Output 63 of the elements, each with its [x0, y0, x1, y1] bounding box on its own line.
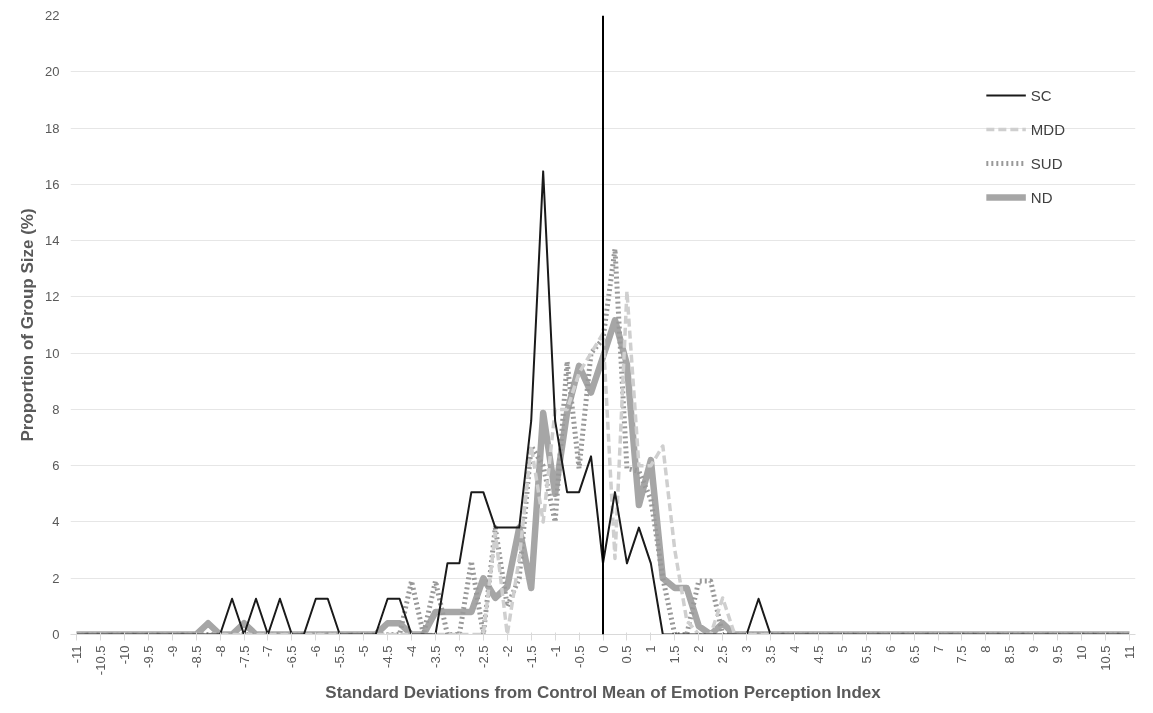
x-tick-label: -5.5 [332, 645, 348, 668]
x-tick-label: -1 [547, 645, 563, 658]
y-tick-label: 20 [45, 64, 60, 80]
y-tick-label: 8 [52, 401, 60, 417]
x-tick-label: -0.5 [571, 645, 587, 668]
x-tick-label: 4.5 [810, 645, 826, 664]
y-tick-label: 0 [52, 627, 60, 642]
x-tick-label: -9.5 [140, 645, 156, 668]
x-tick-label: 2 [691, 645, 707, 653]
x-tick-label: -1.5 [523, 645, 539, 668]
x-tick-label: 6 [882, 645, 898, 653]
x-tick-label: -10.5 [92, 645, 108, 676]
x-tick-label: 10.5 [1098, 645, 1114, 671]
x-tick-label: 8 [978, 645, 994, 653]
x-tick-label: -3 [451, 645, 467, 658]
x-tick-label: 8.5 [1002, 645, 1018, 664]
legend-label: ND [1030, 188, 1053, 206]
x-tick-label: 11 [1122, 645, 1138, 659]
x-tick-label: -4.5 [380, 645, 396, 668]
y-tick-label: 14 [45, 233, 60, 249]
x-tick-label: -7.5 [236, 645, 252, 668]
x-tick-label: -3.5 [427, 645, 443, 668]
x-tick-label: 0 [595, 645, 611, 653]
x-tick-label: 1.5 [667, 645, 683, 664]
x-tick-label: 5 [834, 645, 850, 653]
x-tick-label: -8 [212, 645, 228, 658]
legend-label: SC [1030, 86, 1052, 104]
x-tick-label: 6.5 [906, 645, 922, 664]
x-tick-label: 10 [1074, 645, 1090, 660]
x-axis-title: Standard Deviations from Control Mean of Emotion Perception Index [325, 683, 882, 703]
x-tick-label: 9 [1026, 645, 1042, 653]
x-tick-label: 5.5 [858, 645, 874, 664]
x-tick-label: 9.5 [1050, 645, 1066, 664]
x-tick-label: -5 [356, 645, 372, 658]
x-tick-label: -2.5 [475, 645, 491, 668]
x-tick-label: -4 [404, 645, 420, 658]
y-tick-label: 12 [45, 289, 60, 305]
x-tick-label: -8.5 [188, 645, 204, 668]
y-tick-label: 10 [45, 345, 60, 361]
y-tick-label: 6 [52, 458, 60, 474]
y-tick-label: 22 [45, 8, 60, 23]
x-tick-label: 7.5 [954, 645, 970, 664]
x-tick-label: -11 [68, 645, 84, 664]
x-tick-label: 3 [739, 645, 755, 653]
x-tick-label: -9 [164, 645, 180, 658]
x-tick-label: 1 [643, 645, 659, 653]
x-tick-label: -2 [499, 645, 515, 658]
y-axis-title: Proportion of Group Size (%) [18, 208, 38, 442]
x-tick-label: 0.5 [619, 645, 635, 664]
y-tick-label: 16 [45, 176, 60, 192]
x-tick-label: -10 [116, 645, 132, 665]
legend-label: MDD [1030, 120, 1065, 138]
y-tick-label: 18 [45, 120, 60, 136]
x-tick-label: 2.5 [715, 645, 731, 664]
x-tick-label: 3.5 [763, 645, 779, 664]
y-tick-label: 2 [52, 570, 60, 586]
x-tick-label: 7 [930, 645, 946, 653]
x-tick-label: 4 [786, 645, 802, 653]
x-tick-label: -7 [260, 645, 276, 658]
x-tick-label: -6.5 [284, 645, 300, 668]
y-tick-label: 4 [52, 514, 60, 530]
legend-label: SUD [1030, 154, 1063, 172]
x-tick-label: -6 [308, 645, 324, 658]
